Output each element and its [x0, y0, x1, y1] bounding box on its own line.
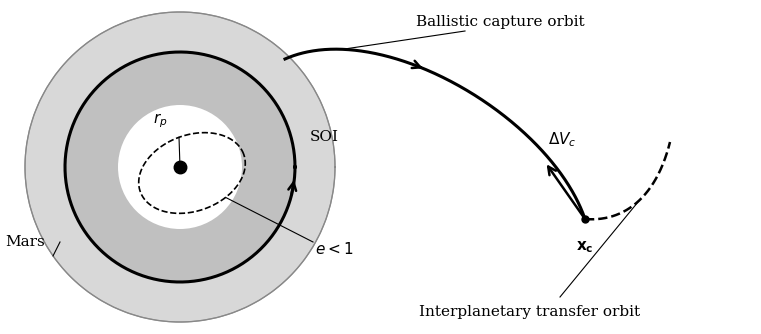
Text: $e < 1$: $e < 1$: [315, 241, 353, 257]
Text: $r_p$: $r_p$: [153, 112, 167, 130]
Text: Interplanetary transfer orbit: Interplanetary transfer orbit: [419, 305, 641, 319]
Circle shape: [65, 52, 295, 282]
Text: $\mathbf{x_c}$: $\mathbf{x_c}$: [576, 239, 594, 255]
Circle shape: [25, 12, 335, 322]
Circle shape: [118, 105, 242, 229]
Text: SOI: SOI: [310, 130, 339, 144]
Text: Mars: Mars: [5, 235, 45, 249]
Text: $\Delta V_c$: $\Delta V_c$: [548, 130, 577, 149]
Text: Ballistic capture orbit: Ballistic capture orbit: [416, 15, 584, 29]
